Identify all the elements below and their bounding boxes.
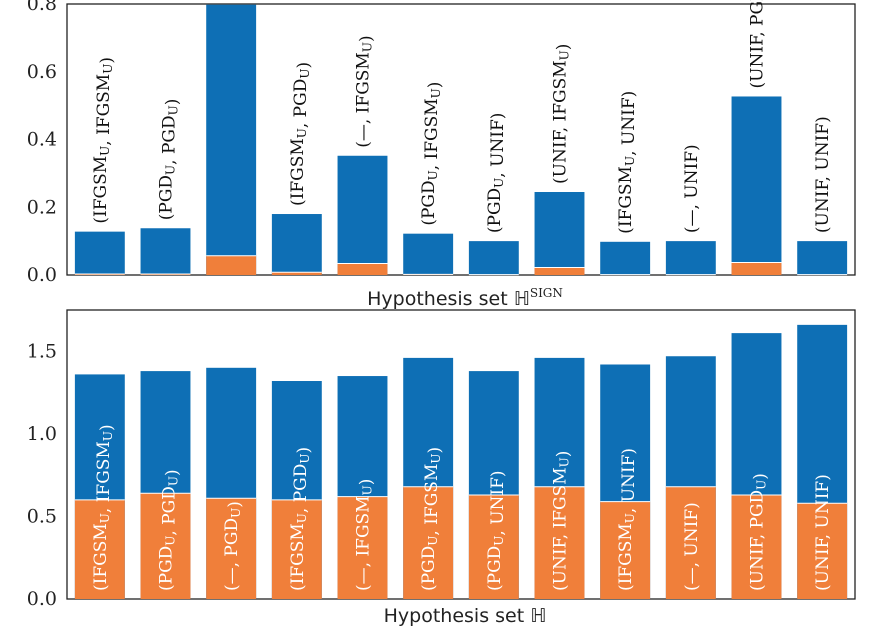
bar-category-label: (—, IFGSMU): [354, 35, 377, 147]
y-tick-label: 0.0: [27, 264, 57, 286]
bar-part: [140, 493, 191, 599]
bar-category-label: (PGDU, IFGSMU): [419, 447, 445, 591]
bar-part: [206, 498, 257, 599]
y-tick-label: 1.0: [27, 423, 57, 445]
bar-total: [140, 228, 191, 275]
bar-category-label: (PGDU, PGDU): [157, 469, 183, 591]
bar-part: [206, 255, 257, 275]
bar-part: [600, 501, 651, 599]
bar-category-label: (PGDU, PGDU): [157, 99, 183, 221]
bar-category-label: (IFGSMU, IFGSMU): [91, 57, 117, 224]
bar-part: [337, 263, 388, 275]
bar-part: [731, 262, 782, 275]
y-tick-label: 0.5: [27, 505, 57, 527]
x-axis-label: Hypothesis set ℍ: [384, 605, 547, 627]
bar-category-label: (—, IFGSMU): [354, 479, 377, 591]
bar-part: [74, 499, 125, 599]
y-tick-label: 0.6: [27, 61, 57, 83]
bar-category-label: (UNIF, UNIF): [813, 116, 833, 233]
y-tick-label: 0.4: [27, 129, 57, 151]
chart-panel-sign: 0.0 0.2 0.4 0.6 0.8 (IFGSMU, IFGSMU) (PGDU, PG…: [27, 0, 856, 310]
bar-part: [271, 272, 322, 275]
bar-category-label: (UNIF, UNIF): [813, 474, 833, 591]
bar-category-label: (IFGSMU, PGDU): [288, 447, 314, 591]
bar-total: [665, 241, 716, 275]
bar-total: [74, 231, 125, 275]
y-tick-label: 0.8: [27, 0, 57, 15]
bar-part: [140, 273, 191, 275]
bar-part: [665, 486, 716, 599]
y-tick-label: 0.0: [27, 588, 57, 610]
bar-category-label: (UNIF, PGDU): [748, 473, 771, 591]
bar-part: [468, 494, 519, 599]
bar-total: [731, 96, 782, 275]
bar-category-label: (PGDU, UNIF): [485, 113, 508, 234]
bar-part: [337, 496, 388, 599]
bar-total: [337, 155, 388, 275]
y-tick-label: 1.5: [27, 340, 57, 362]
bar-category-label: (UNIF, PGDU): [748, 0, 771, 88]
bar-part: [74, 273, 125, 275]
bar-part: [797, 503, 848, 599]
chart-panel-hypothesis: 0.0 0.5 1.0 1.5 (IFGSMU, IFGSMU) (PGDU, PGDU)…: [27, 309, 856, 627]
bar-category-label: (IFGSMU, PGDU): [288, 62, 314, 206]
bar-total: [600, 241, 651, 275]
bar-part: [271, 499, 322, 599]
plot-frame: [66, 3, 856, 276]
bar-total: [206, 4, 257, 276]
bar-part: [534, 267, 585, 275]
plot-frame: [66, 309, 856, 600]
bar-category-label: (—, UNIF): [682, 144, 702, 233]
bar-total: [534, 192, 585, 275]
y-tick-label: 0.2: [27, 196, 57, 218]
bar-category-label: (—, UNIF): [682, 502, 702, 591]
bar-total: [468, 241, 519, 275]
bar-part: [403, 486, 454, 599]
bar-total: [403, 233, 454, 275]
bar-category-label: (IFGSMU, UNIF): [616, 448, 639, 591]
bar-total: [271, 214, 322, 275]
bar-category-label: (PGDU, IFGSMU): [419, 82, 445, 226]
bar-category-label: (—, PGDU): [222, 501, 245, 591]
bar-part: [534, 486, 585, 599]
bar-category-label: (UNIF, IFGSMU): [551, 451, 574, 591]
bar-category-label: (IFGSMU, UNIF): [616, 91, 639, 234]
bar-category-label: (UNIF, IFGSMU): [551, 44, 574, 184]
bar-category-label: (IFGSMU, IFGSMU): [91, 424, 117, 591]
bar-total: [797, 241, 848, 275]
bar-category-label: (PGDU, UNIF): [485, 470, 508, 591]
x-axis-label: Hypothesis set ℍSIGN: [367, 286, 563, 310]
bar-part: [731, 494, 782, 599]
